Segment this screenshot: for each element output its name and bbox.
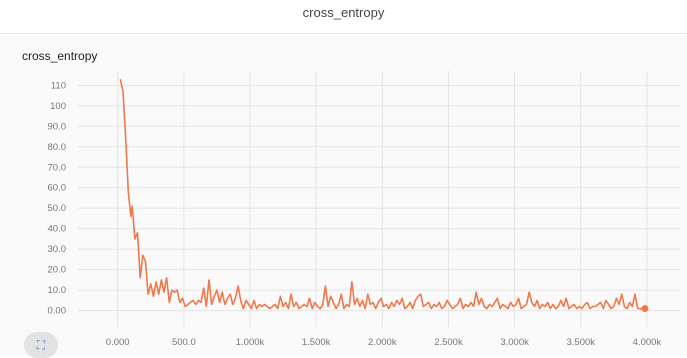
header-divider — [0, 33, 687, 34]
grid-lines — [78, 71, 680, 327]
series-layer — [119, 79, 649, 313]
x-tick-label: 1.500k — [302, 337, 331, 348]
chart-title: cross_entropy — [22, 49, 98, 63]
x-tick-label: 1.000k — [236, 337, 265, 348]
y-tick-label: 40.0 — [48, 224, 67, 235]
x-tick-label: 2.500k — [434, 337, 463, 348]
x-tick-label: 500.0 — [172, 337, 196, 348]
x-axis-ticks: 0.000 500.0 1.000k 1.500k 2.000k 2.500k 3.000k… — [106, 337, 662, 348]
fullscreen-button[interactable]: ⛶ — [24, 332, 58, 358]
y-axis-ticks: 0.00 10.0 20.0 30.0 40.0 50.0 60.0 70.0 80.0 90.0… — [48, 80, 67, 316]
page-title: cross_entropy — [302, 5, 385, 20]
series-endpoint — [641, 305, 649, 313]
y-tick-label: 60.0 — [48, 183, 67, 194]
y-tick-label: 30.0 — [48, 244, 67, 255]
x-tick-label: 2.000k — [368, 337, 397, 348]
y-tick-label: 50.0 — [48, 203, 67, 214]
y-tick-label: 100 — [50, 101, 66, 112]
x-tick-label: 3.000k — [500, 337, 529, 348]
y-tick-label: 0.00 — [48, 306, 67, 317]
y-tick-label: 110 — [51, 80, 66, 91]
fullscreen-icon: ⛶ — [36, 337, 46, 352]
y-tick-label: 90.0 — [48, 121, 67, 132]
y-tick-label: 80.0 — [48, 142, 67, 153]
y-tick-label: 20.0 — [48, 265, 67, 276]
x-tick-label: 0.000 — [106, 337, 130, 348]
y-tick-label: 10.0 — [48, 285, 67, 296]
y-tick-label: 70.0 — [48, 162, 67, 173]
x-tick-label: 3.500k — [567, 337, 596, 348]
x-tick-label: 4.000k — [633, 337, 662, 348]
series-line — [119, 79, 645, 310]
